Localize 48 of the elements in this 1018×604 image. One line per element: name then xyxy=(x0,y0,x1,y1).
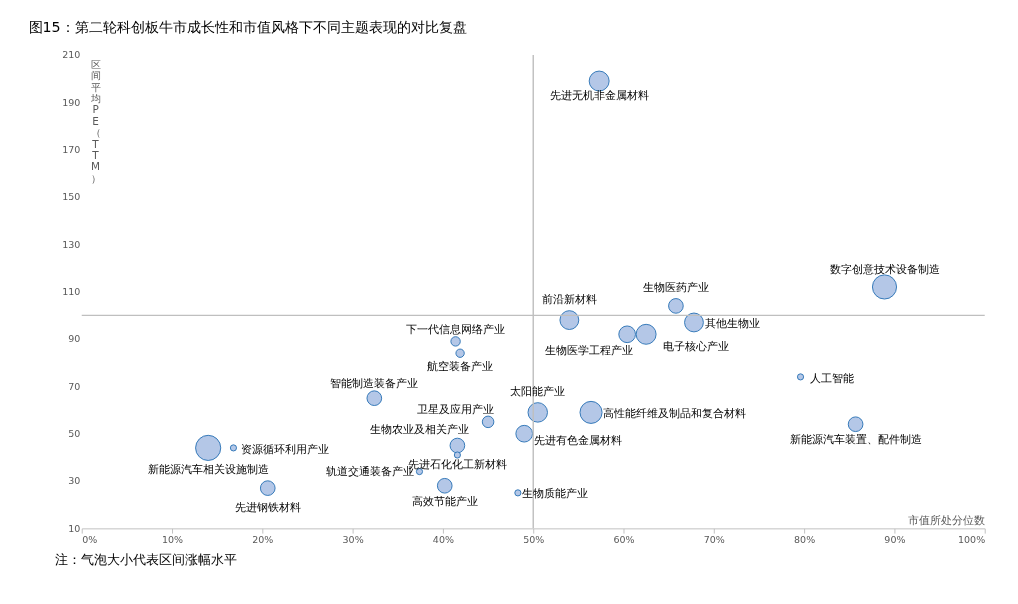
y-tick-label: 150 xyxy=(62,191,81,203)
x-tick-label: 80% xyxy=(794,534,816,546)
x-tick-label: 100% xyxy=(958,534,986,546)
series-label: 生物医学工程产业 xyxy=(545,343,634,358)
x-tick-label: 40% xyxy=(432,534,454,546)
series-label: 人工智能 xyxy=(810,370,855,385)
series-label: 资源循环利用产业 xyxy=(241,441,330,456)
series-label: 生物质能产业 xyxy=(521,485,588,500)
y-tick-label: 10 xyxy=(68,522,81,534)
series-label: 电子核心产业 xyxy=(663,339,730,354)
series-label: 先进钢铁材料 xyxy=(234,499,301,514)
x-axis-title: 市值所处分位数 xyxy=(908,513,986,528)
x-tick-label: 90% xyxy=(884,534,906,546)
chart-title: 图15：第二轮科创板牛市成长性和市值风格下不同主题表现的对比复盘 xyxy=(28,19,467,36)
series-label: 前沿新材料 xyxy=(541,291,597,306)
series-label: 生物农业及相关产业 xyxy=(369,422,469,437)
series-label: 数字创意技术设备制造 xyxy=(829,261,940,276)
y-tick-label: 190 xyxy=(62,96,81,108)
y-tick-label: 170 xyxy=(62,144,81,156)
series-label: 航空装备产业 xyxy=(427,359,494,374)
series-label: 生物医药产业 xyxy=(642,279,709,294)
series-label: 太阳能产业 xyxy=(510,384,566,399)
text: 区间平均PE（TTM） xyxy=(90,57,101,184)
y-tick-label: 130 xyxy=(62,238,81,250)
series-label: 高效节能产业 xyxy=(411,493,478,508)
y-tick-label: 90 xyxy=(68,333,81,345)
x-tick-label: 60% xyxy=(613,534,635,546)
y-tick-label: 50 xyxy=(68,428,81,440)
y-tick-label: 210 xyxy=(62,49,81,61)
x-tick-label: 20% xyxy=(252,534,274,546)
series-label: 其他生物业 xyxy=(705,316,761,331)
series-label: 高性能纤维及制品和复合材料 xyxy=(603,406,747,421)
text: 注：气泡大小代表区间涨幅水平 xyxy=(55,551,238,567)
x-tick-label: 50% xyxy=(523,534,545,546)
x-tick-label: 0% xyxy=(82,534,98,546)
series-label: 新能源汽车相关设施制造 xyxy=(147,461,269,476)
series-label: 先进无机非金属材料 xyxy=(549,88,649,103)
y-tick-label: 30 xyxy=(68,475,81,487)
series-label: 智能制造装备产业 xyxy=(330,375,419,390)
y-tick-label: 70 xyxy=(68,380,81,392)
x-tick-label: 10% xyxy=(161,534,184,546)
y-tick-label: 110 xyxy=(62,286,81,298)
series-label: 新能源汽车装置、配件制造 xyxy=(789,432,922,447)
series-label: 卫星及应用产业 xyxy=(417,402,495,417)
series-label: 先进有色金属材料 xyxy=(533,433,622,448)
x-tick-label: 30% xyxy=(342,534,364,546)
series-label: 下一代信息网络产业 xyxy=(406,321,506,336)
x-tick-label: 70% xyxy=(703,534,725,546)
